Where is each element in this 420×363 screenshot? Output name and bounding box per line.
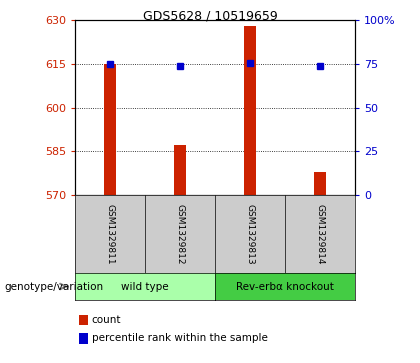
Bar bbox=[174, 146, 186, 195]
Text: GSM1329814: GSM1329814 bbox=[315, 204, 325, 265]
Text: GSM1329813: GSM1329813 bbox=[246, 204, 255, 265]
Text: genotype/variation: genotype/variation bbox=[4, 281, 103, 291]
Bar bbox=[244, 26, 256, 195]
Text: GSM1329811: GSM1329811 bbox=[105, 204, 115, 265]
Text: count: count bbox=[92, 315, 121, 325]
Bar bbox=[314, 172, 326, 195]
Text: wild type: wild type bbox=[121, 281, 169, 291]
Text: GSM1329812: GSM1329812 bbox=[176, 204, 184, 265]
Bar bbox=[104, 64, 116, 195]
Text: percentile rank within the sample: percentile rank within the sample bbox=[92, 333, 268, 343]
Text: GDS5628 / 10519659: GDS5628 / 10519659 bbox=[143, 9, 277, 22]
Text: Rev-erbα knockout: Rev-erbα knockout bbox=[236, 281, 334, 291]
